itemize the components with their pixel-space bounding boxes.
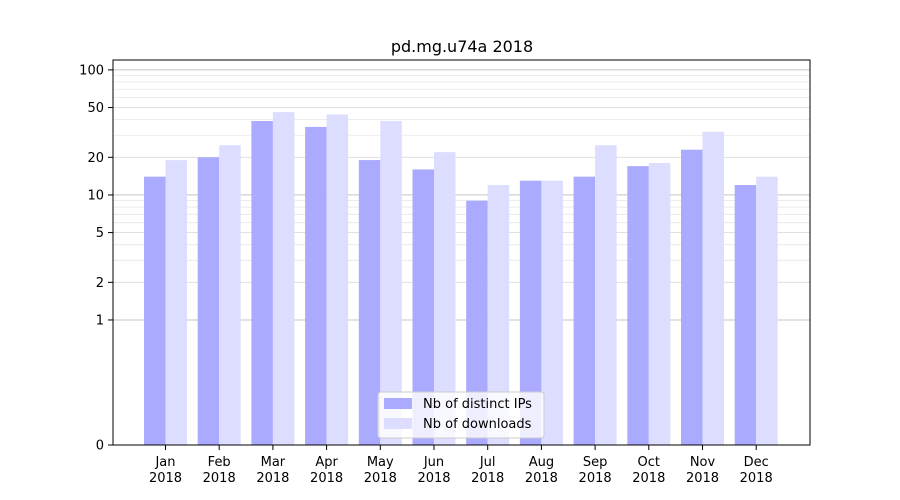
bar-s0-9 bbox=[627, 166, 649, 445]
y-tick-label-6: 50 bbox=[87, 101, 104, 116]
chart-title: pd.mg.u74a 2018 bbox=[391, 37, 533, 56]
x-tick-label-8: Sep bbox=[583, 455, 608, 470]
bar-s0-11 bbox=[734, 185, 757, 445]
bar-s0-5 bbox=[412, 169, 434, 445]
x-tick-year-9: 2018 bbox=[632, 471, 665, 486]
x-tick-year-11: 2018 bbox=[740, 471, 773, 486]
y-tick-label-7: 100 bbox=[79, 63, 104, 78]
legend-swatch-0 bbox=[384, 398, 412, 409]
x-tick-label-4: May bbox=[367, 455, 394, 470]
x-tick-year-1: 2018 bbox=[203, 471, 236, 486]
bar-s1-3 bbox=[326, 114, 349, 445]
y-tick-label-5: 20 bbox=[87, 151, 104, 166]
bar-s1-7 bbox=[541, 180, 563, 445]
x-tick-label-10: Nov bbox=[690, 455, 716, 470]
x-tick-year-0: 2018 bbox=[149, 471, 182, 486]
bar-s1-0 bbox=[165, 160, 187, 445]
x-tick-year-5: 2018 bbox=[417, 471, 450, 486]
bar-s1-5 bbox=[434, 152, 456, 445]
bar-s0-7 bbox=[519, 180, 542, 445]
y-tick-label-1: 1 bbox=[96, 313, 104, 328]
x-tick-year-10: 2018 bbox=[686, 471, 719, 486]
x-tick-label-11: Dec bbox=[744, 455, 769, 470]
y-tick-label-0: 0 bbox=[96, 439, 104, 454]
bar-s0-0 bbox=[144, 176, 166, 445]
bar-s1-8 bbox=[595, 145, 617, 445]
bar-s0-2 bbox=[251, 121, 273, 446]
bar-s0-4 bbox=[358, 160, 381, 445]
x-tick-label-5: Jun bbox=[423, 455, 444, 470]
bar-s1-4 bbox=[380, 121, 402, 446]
legend-label-0: Nb of distinct IPs bbox=[423, 397, 532, 412]
x-tick-label-2: Mar bbox=[261, 455, 286, 470]
x-tick-year-4: 2018 bbox=[364, 471, 397, 486]
bar-s0-3 bbox=[305, 126, 327, 446]
bar-s1-6 bbox=[487, 185, 510, 445]
bar-s1-11 bbox=[756, 176, 778, 445]
legend-label-1: Nb of downloads bbox=[423, 417, 532, 432]
bar-s0-6 bbox=[466, 200, 488, 445]
bar-s1-10 bbox=[702, 131, 724, 445]
x-tick-label-3: Apr bbox=[315, 455, 338, 470]
bar-s1-9 bbox=[648, 163, 671, 445]
plot-frame bbox=[112, 59, 811, 446]
x-tick-year-3: 2018 bbox=[310, 471, 343, 486]
legend-swatch-1 bbox=[384, 418, 412, 429]
x-tick-label-7: Aug bbox=[529, 455, 554, 470]
y-axis: 0 1 2 5 10 20 50 100 bbox=[79, 63, 113, 454]
x-tick-year-8: 2018 bbox=[579, 471, 612, 486]
x-tick-label-6: Jul bbox=[479, 455, 496, 470]
y-tick-label-2: 2 bbox=[96, 276, 104, 291]
x-tick-year-2: 2018 bbox=[256, 471, 289, 486]
bars-layer bbox=[144, 112, 778, 446]
x-tick-year-7: 2018 bbox=[525, 471, 558, 486]
bar-s1-1 bbox=[219, 145, 241, 445]
y-tick-label-4: 10 bbox=[87, 188, 104, 203]
bar-s1-2 bbox=[272, 112, 295, 445]
x-tick-label-9: Oct bbox=[638, 455, 660, 470]
legend: Nb of distinct IPs Nb of downloads bbox=[377, 391, 545, 439]
y-tick-label-3: 5 bbox=[96, 226, 104, 241]
x-tick-label-1: Feb bbox=[208, 455, 231, 470]
x-tick-label-0: Jan bbox=[154, 455, 175, 470]
x-axis: Jan2018Feb2018Mar2018Apr2018May2018Jun20… bbox=[149, 445, 773, 486]
x-tick-year-6: 2018 bbox=[471, 471, 504, 486]
bar-s0-8 bbox=[573, 176, 596, 445]
bar-s0-1 bbox=[197, 157, 220, 445]
legend-box bbox=[377, 391, 545, 439]
bar-s0-10 bbox=[681, 149, 703, 446]
